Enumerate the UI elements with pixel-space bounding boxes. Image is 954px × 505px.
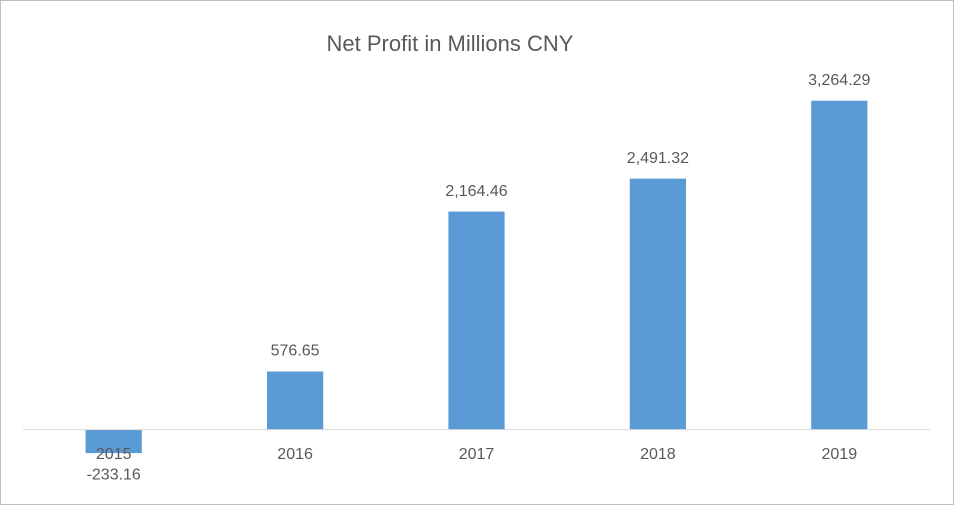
x-tick-label: 2016 <box>277 446 313 463</box>
bar <box>629 178 687 430</box>
data-label: 2,491.32 <box>627 150 689 167</box>
x-tick-label: 2019 <box>822 446 858 463</box>
chart-title: Net Profit in Millions CNY <box>327 31 574 56</box>
data-label: 2,164.46 <box>445 183 507 200</box>
bar <box>266 371 324 430</box>
bar <box>811 100 868 430</box>
x-tick-label: 2018 <box>640 446 676 463</box>
bar <box>85 429 142 454</box>
data-label: -233.16 <box>87 466 141 483</box>
x-tick-label: 2015 <box>96 446 132 463</box>
data-label: 576.65 <box>271 343 320 360</box>
data-label: 3,264.29 <box>808 72 870 89</box>
x-tick-label: 2017 <box>459 446 495 463</box>
bar <box>448 211 505 430</box>
